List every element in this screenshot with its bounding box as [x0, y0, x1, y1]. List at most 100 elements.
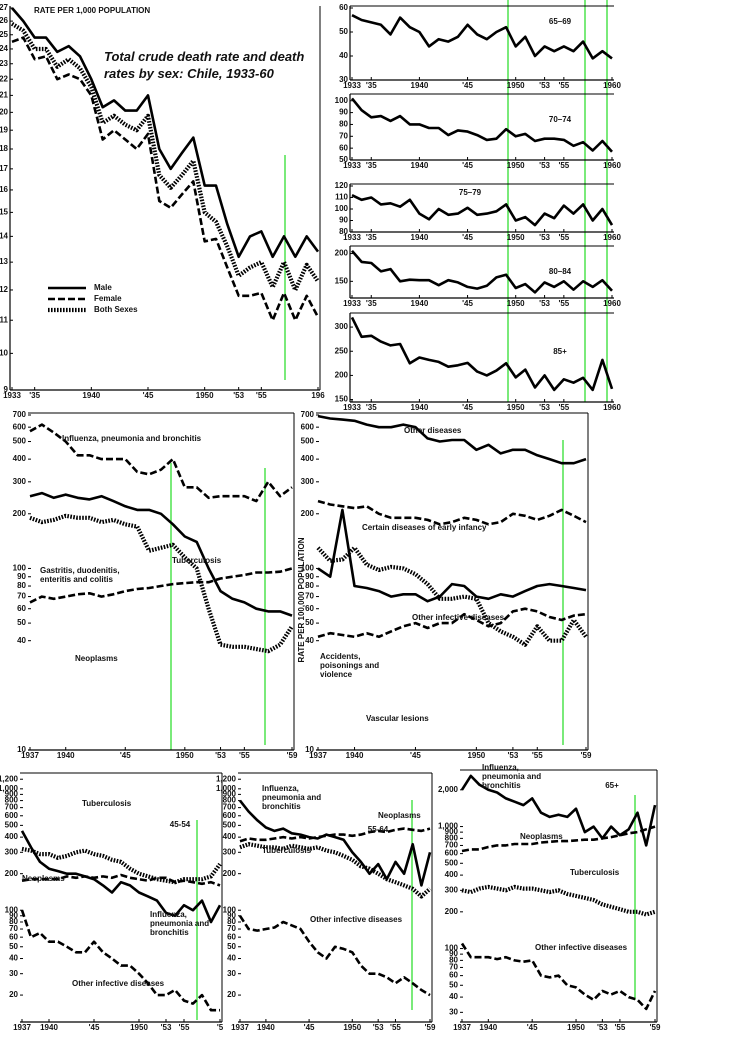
y-tick-label: 40: [9, 954, 18, 963]
y-tick-label: 70: [339, 131, 348, 140]
series-label: Certain diseases of early infancy: [362, 523, 487, 532]
series-line: [238, 915, 431, 997]
series-line: [21, 873, 221, 887]
series-line: [351, 249, 613, 294]
x-tick-label: 1960: [603, 299, 621, 308]
y-tick-label: 100: [13, 564, 27, 573]
y-tick-label: 150: [335, 276, 349, 285]
y-tick-label: 60: [339, 143, 348, 152]
series-line: [29, 491, 293, 617]
x-tick-label: '35: [366, 233, 377, 242]
y-tick-label: 50: [305, 618, 314, 627]
y-tick-label: 100: [335, 96, 349, 105]
y-tick-label: 200: [335, 371, 349, 380]
panel: 150 200 250 300 1933 '35 1940 '45 1950 '53 '55 1960…: [335, 312, 621, 412]
y-tick-label: 60: [227, 932, 236, 941]
series-line: [461, 825, 656, 853]
y-tick-label: 400: [5, 832, 19, 841]
y-tick-label: 700: [301, 410, 315, 419]
x-tick-label: 1933: [3, 391, 21, 400]
x-tick-label: '53: [539, 233, 550, 242]
y-tick-label: 900: [223, 789, 237, 798]
y-tick-label: 400: [13, 454, 27, 463]
x-tick-label: '45: [462, 299, 473, 308]
y-tick-label: 30: [339, 75, 348, 84]
series-label: Influenza, pneumonia and bronchitis: [62, 434, 202, 443]
series-line: [460, 942, 657, 1011]
x-tick-label: 1940: [346, 751, 364, 760]
x-tick-label: 1940: [411, 403, 429, 412]
y-tick-label: 600: [5, 811, 19, 820]
y-tick-label: 150: [335, 395, 349, 404]
y-tick-label: 15: [0, 207, 9, 216]
y-tick-label: 20: [9, 990, 18, 999]
y-tick-label: 90: [17, 572, 26, 581]
y-tick-label: 40: [449, 992, 458, 1001]
x-tick-label: 1933: [343, 161, 361, 170]
series-label: Neoplasms: [75, 654, 118, 663]
x-tick-label: 1937: [309, 751, 327, 760]
series-line: [11, 36, 320, 322]
panel-title: 65+: [605, 781, 619, 790]
y-tick-label: 300: [335, 322, 349, 331]
y-tick-label: 900: [5, 789, 19, 798]
x-tick-label: '55: [558, 299, 569, 308]
y-tick-label: 200: [223, 869, 237, 878]
y-tick-label: 120: [335, 181, 349, 190]
x-tick-label: '55: [532, 751, 543, 760]
y-tick-label: 30: [449, 1007, 458, 1016]
series-label: Vascular lesions: [366, 714, 429, 723]
x-tick-label: 1950: [467, 751, 485, 760]
x-tick-label: 1940: [40, 1023, 58, 1032]
y-tick-label: 40: [339, 51, 348, 60]
x-tick-label: '53: [508, 751, 519, 760]
x-tick-label: 1937: [231, 1023, 249, 1032]
x-tick-label: '55: [558, 403, 569, 412]
y-tick-label: 40: [305, 636, 314, 645]
y-tick-label: 90: [227, 911, 236, 920]
y-tick-label: 200: [445, 907, 459, 916]
x-tick-label: '59: [425, 1023, 436, 1032]
panel-title: 45-54: [170, 820, 191, 829]
y-tick-label: 200: [301, 509, 315, 518]
series-line: [20, 909, 220, 1012]
y-tick-label: 11: [0, 315, 9, 324]
y-tick-label: 60: [17, 604, 26, 613]
y-tick-label: 10: [17, 745, 26, 754]
y-tick-label: 80: [339, 120, 348, 129]
y-tick-label: 90: [9, 911, 18, 920]
y-tick-label: 900: [445, 827, 459, 836]
x-tick-label: '59: [287, 751, 298, 760]
x-tick-label: '59: [581, 751, 592, 760]
y-tick-label: 90: [449, 949, 458, 958]
y-tick-label: 20: [0, 107, 9, 116]
x-tick-label: '45: [410, 751, 421, 760]
x-tick-label: '35: [366, 403, 377, 412]
y-tick-label: 500: [5, 820, 19, 829]
x-tick-label: '53: [539, 299, 550, 308]
y-tick-label: 2,000: [438, 785, 459, 794]
y-tick-label: 13: [0, 257, 9, 266]
x-tick-label: '53: [539, 161, 550, 170]
y-tick-label: 50: [227, 942, 236, 951]
legend-label: Male: [94, 283, 112, 292]
x-tick-label: '55: [179, 1023, 190, 1032]
y-tick-label: 1,200: [0, 774, 19, 783]
y-tick-label: 500: [301, 437, 315, 446]
y-tick-label: 80: [305, 581, 314, 590]
highlight-lines: [170, 0, 636, 1020]
y-tick-label: 12: [0, 285, 9, 294]
series-label: Neoplasms: [22, 874, 65, 883]
x-tick-label: 1960: [603, 81, 621, 90]
x-tick-label: '45: [527, 1023, 538, 1032]
y-tick-label: 90: [339, 216, 348, 225]
y-tick-label: 40: [227, 954, 236, 963]
x-tick-label: '45: [120, 751, 131, 760]
series-label: Other infective diseases: [72, 979, 165, 988]
y-tick-label: 70: [17, 592, 26, 601]
series-line: [20, 830, 222, 924]
